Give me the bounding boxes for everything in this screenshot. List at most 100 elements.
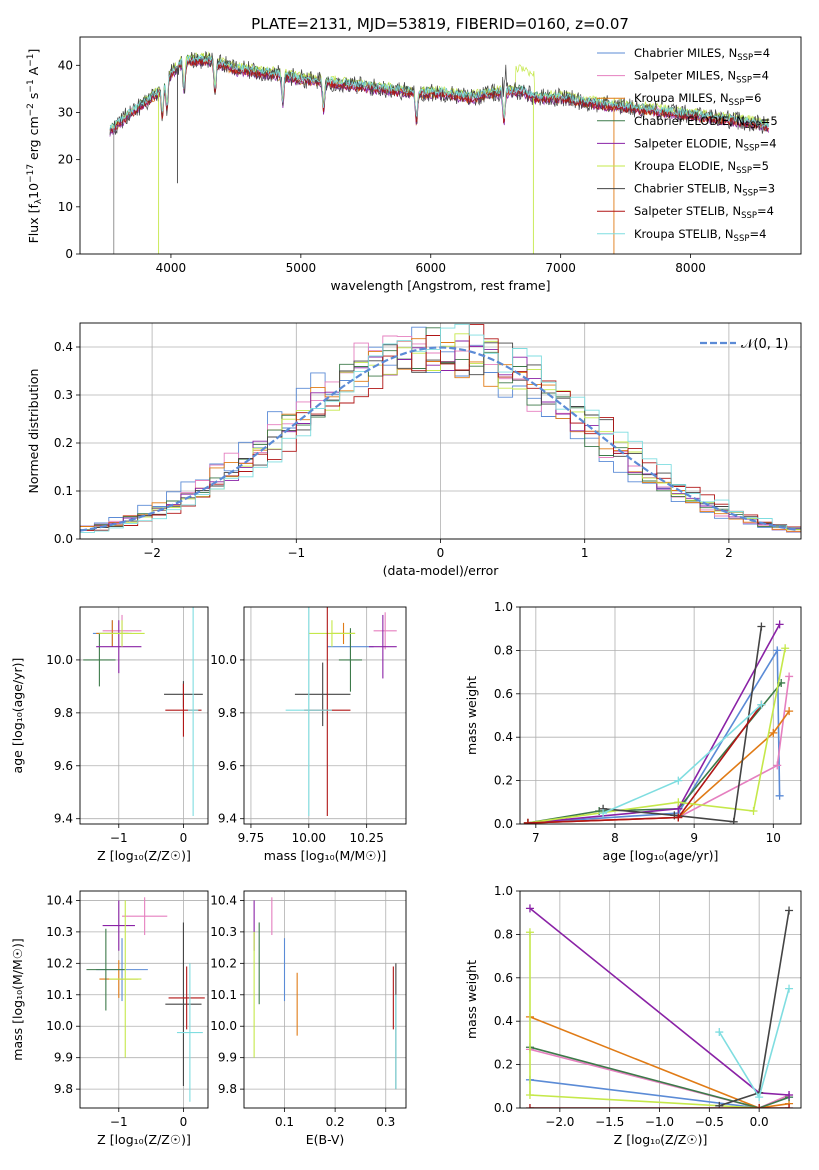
x-tick-label: −1 — [287, 546, 305, 560]
y-label-part: −1 — [26, 79, 36, 92]
weight-marker — [599, 809, 608, 818]
errorbar-group — [86, 897, 205, 1102]
weight-line — [529, 1048, 790, 1108]
weight-line — [529, 1016, 790, 1108]
legend-label: Chabrier STELIB, NSSP=3 — [634, 182, 775, 199]
axes-frame — [243, 606, 407, 825]
histogram-step — [80, 323, 801, 534]
weight-line — [529, 932, 760, 1108]
x-axis-label: Z [log₁₀(Z/Z☉)] — [97, 1132, 191, 1147]
y-tick-label: 9.8 — [54, 706, 73, 720]
weight-marker — [785, 1104, 794, 1108]
x-axis-label: E(B-V) — [306, 1132, 345, 1147]
y-tick-label: 0.4 — [494, 730, 513, 744]
y-tick-label: 0 — [65, 247, 73, 261]
legend-label: Kroupa MILES, NSSP=6 — [634, 91, 761, 108]
x-tick-label: 8 — [611, 831, 619, 845]
axes-frame — [519, 606, 802, 825]
x-tick-label: 0 — [180, 1115, 188, 1129]
weight-marker — [715, 1028, 724, 1037]
legend-label: Kroupa STELIB, NSSP=4 — [634, 227, 766, 244]
y-tick-label: 10.3 — [210, 925, 237, 939]
y-tick-label: 10.0 — [210, 1019, 237, 1033]
weight-marker — [773, 646, 782, 655]
y-tick-label: 9.4 — [54, 812, 73, 826]
weight-marker — [785, 984, 794, 993]
y-tick-label: 1.0 — [494, 600, 513, 614]
errorbar-group — [83, 607, 203, 817]
x-tick-label: 5000 — [286, 261, 317, 275]
weight-marker — [749, 806, 758, 815]
x-tick-label: 9.75 — [238, 831, 265, 845]
y-label-part: A — [26, 66, 41, 79]
weight-marker — [775, 620, 784, 629]
legend-text: Chabrier ELODIE, N — [634, 114, 745, 128]
x-tick-label: 0.0 — [750, 1115, 769, 1129]
legend-sub: SSP — [741, 211, 757, 221]
legend-value: =5 — [761, 114, 778, 128]
weight-line — [603, 626, 763, 823]
x-tick-label: 10.25 — [349, 831, 383, 845]
x-tick-label: 7000 — [545, 261, 576, 275]
y-label-part: ] — [26, 49, 41, 54]
weight-marker — [785, 906, 794, 915]
legend-sub: SSP — [736, 76, 752, 86]
legend-value: =4 — [749, 227, 766, 241]
legend-text: Salpeter ELODIE, N — [634, 136, 744, 150]
legend-value: =4 — [753, 46, 770, 60]
weight-series-group — [523, 620, 794, 824]
x-axis-label: age [log₁₀(age/yr)] — [603, 848, 719, 863]
axes-frame — [79, 36, 802, 255]
y-label-part: −1 — [26, 54, 36, 67]
y-tick-label: 9.6 — [218, 759, 237, 773]
y-tick-label: 9.9 — [218, 1051, 237, 1065]
y-tick-label: 0.0 — [494, 1101, 513, 1115]
legend-value: =4 — [757, 204, 774, 218]
x-tick-label: 10.00 — [292, 831, 326, 845]
axes-frame — [243, 890, 407, 1109]
y-tick-label: 0.6 — [494, 687, 513, 701]
spectrum-line — [109, 54, 769, 131]
y-tick-label: 0.0 — [494, 817, 513, 831]
legend-sub: SSP — [742, 189, 758, 199]
legend-value: =6 — [744, 91, 761, 105]
weight-marker — [525, 1104, 534, 1108]
legend-text: Kroupa STELIB, N — [634, 227, 734, 241]
weight-marker — [755, 1104, 764, 1108]
normal-curve — [80, 346, 799, 532]
legend-text: Chabrier MILES, N — [634, 46, 737, 60]
x-tick-label: 7 — [532, 831, 540, 845]
axes-frame — [79, 322, 802, 540]
weight-marker — [715, 1101, 724, 1108]
y-tick-label: 0.2 — [494, 774, 513, 788]
errorbar-group — [285, 607, 397, 817]
x-axis-label: (data-model)/error — [383, 563, 500, 578]
y-tick-label: 0.4 — [494, 1014, 513, 1028]
x-tick-label: −1 — [110, 831, 128, 845]
x-tick-label: 0.2 — [326, 1115, 345, 1129]
weight-line — [719, 910, 790, 1107]
grid — [244, 607, 406, 824]
x-tick-label: 1 — [581, 546, 589, 560]
y-axis-label: mass weight — [464, 960, 479, 1039]
x-axis-label: mass [log₁₀(M/M☉)] — [264, 848, 386, 863]
spectrum-panel: 4000 5000 6000 7000 8000 0 10 20 30 40 wavelength … — [26, 36, 802, 293]
y-tick-label: 0.2 — [494, 1058, 513, 1072]
weight-marker — [785, 672, 794, 681]
legend-sub: SSP — [737, 53, 753, 63]
legend-text: Salpeter STELIB, N — [634, 204, 741, 218]
y-tick-label: 0.8 — [494, 927, 513, 941]
axes-frame — [79, 890, 209, 1109]
weight-marker — [785, 1090, 794, 1099]
y-tick-label: 10.4 — [46, 893, 73, 907]
weight-vs-metallicity-panel: −2.0 −1.5 −1.0 −0.5 0.0 0.0 0.2 0.4 0.6 0.8 1.0 Z [… — [464, 884, 802, 1147]
legend-sub: SSP — [744, 143, 760, 153]
x-tick-label: −1 — [110, 1115, 128, 1129]
weight-vs-age-panel: 7 8 9 10 0.0 0.2 0.4 0.6 0.8 1.0 age [log₁₀(age/yr… — [464, 600, 802, 863]
x-axis-label: wavelength [Angstrom, rest frame] — [330, 278, 550, 293]
y-label-part: s — [26, 93, 41, 104]
mass-vs-metallicity-panel: −1 0 9.8 9.9 10.0 10.1 10.2 10.3 10.4 Z [log₁₀(Z/… — [10, 890, 209, 1147]
y-tick-label: 0.1 — [54, 484, 73, 498]
